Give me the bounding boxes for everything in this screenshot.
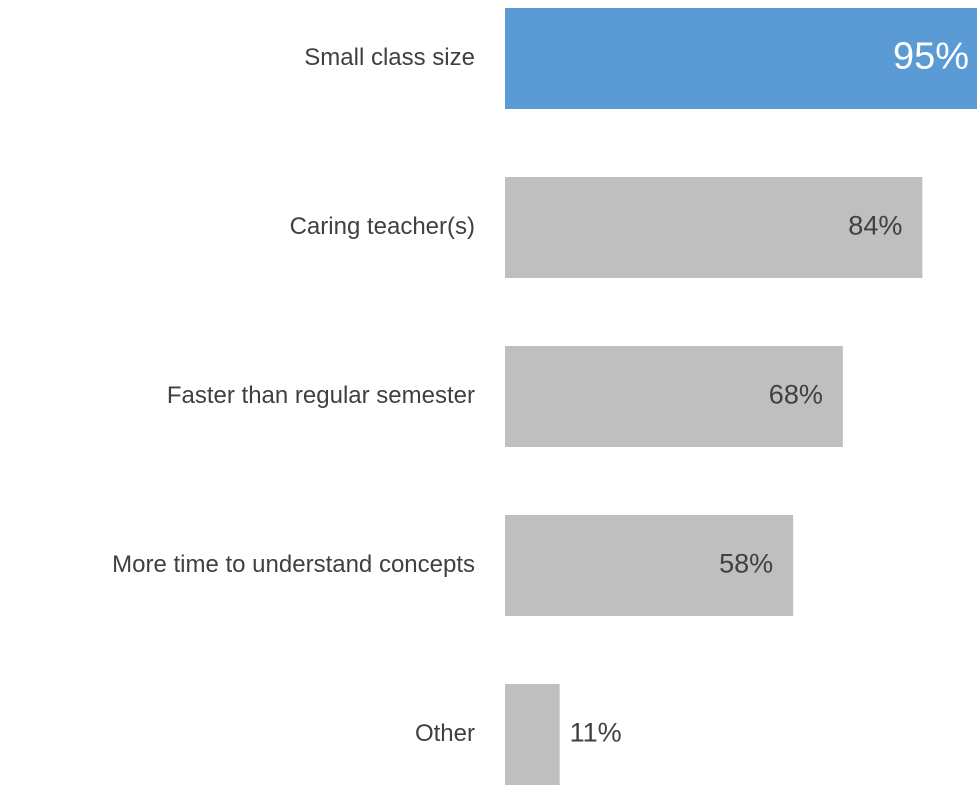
bar (505, 515, 794, 616)
value-label: 68% (769, 380, 823, 410)
value-label: 58% (719, 549, 773, 579)
bar (505, 177, 923, 278)
category-label: Other (415, 720, 475, 747)
category-label: Small class size (304, 44, 475, 71)
category-label: Faster than regular semester (167, 382, 475, 409)
category-label: More time to understand concepts (112, 551, 475, 578)
value-label: 95% (893, 36, 969, 78)
bar (505, 346, 843, 447)
category-label: Caring teacher(s) (290, 213, 475, 240)
value-label: 11% (570, 718, 622, 748)
bar (505, 684, 560, 785)
value-label: 84% (848, 211, 902, 241)
bar (505, 8, 977, 109)
